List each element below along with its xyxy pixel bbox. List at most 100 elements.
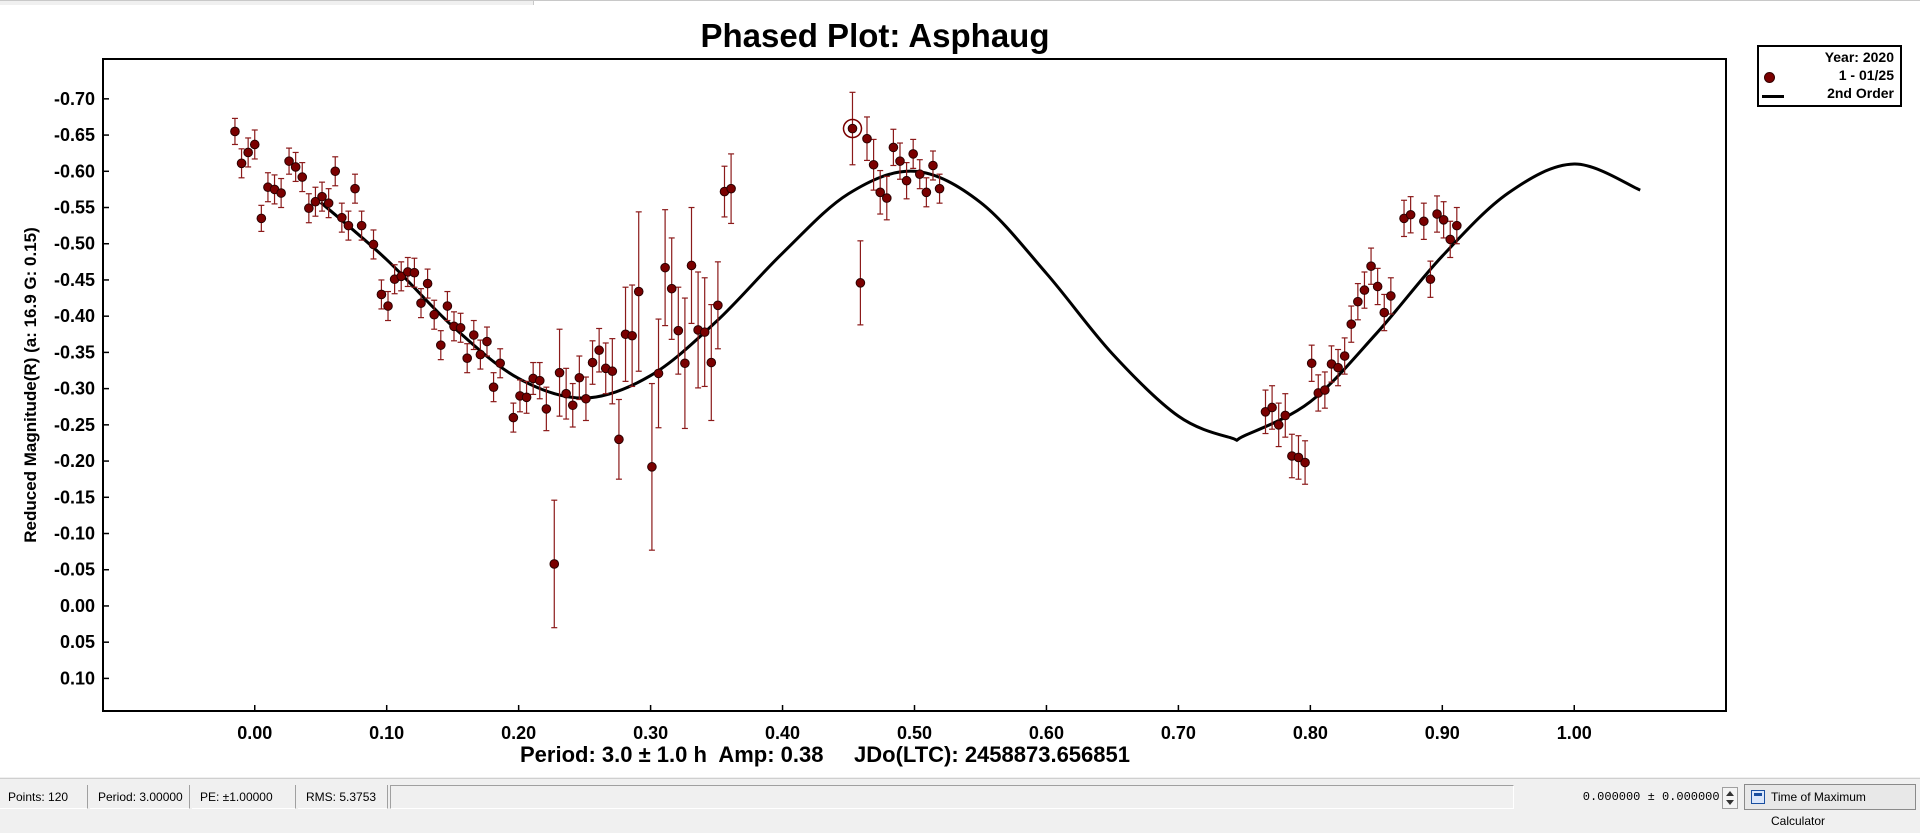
- data-point[interactable]: [337, 212, 347, 223]
- data-point[interactable]: [422, 278, 433, 289]
- data-point[interactable]: [310, 196, 321, 207]
- data-point[interactable]: [462, 353, 472, 363]
- data-point[interactable]: [1372, 281, 1383, 292]
- data-point[interactable]: [482, 336, 492, 347]
- data-point[interactable]: [1339, 351, 1350, 361]
- data-point[interactable]: [868, 159, 879, 170]
- data-point[interactable]: [297, 172, 308, 182]
- data-point[interactable]: [521, 392, 532, 403]
- data-point[interactable]: [549, 559, 560, 569]
- data-point[interactable]: [488, 382, 499, 392]
- data-point[interactable]: [368, 239, 379, 250]
- data-point[interactable]: [508, 412, 519, 423]
- data-point[interactable]: [567, 400, 578, 411]
- data-point[interactable]: [581, 393, 591, 404]
- data-point[interactable]: [230, 126, 240, 137]
- data-point[interactable]: [429, 309, 439, 320]
- data-point[interactable]: [881, 193, 892, 203]
- data-point[interactable]: [256, 213, 267, 224]
- data-point[interactable]: [561, 388, 571, 399]
- data-point[interactable]: [673, 325, 684, 336]
- data-point[interactable]: [455, 322, 466, 333]
- data-point[interactable]: [323, 198, 334, 208]
- data-point[interactable]: [350, 183, 360, 194]
- data-point[interactable]: [647, 462, 657, 472]
- data-point[interactable]: [934, 183, 945, 194]
- data-point[interactable]: [614, 434, 624, 445]
- data-point[interactable]: [653, 368, 664, 379]
- data-point[interactable]: [1346, 319, 1357, 329]
- data-point[interactable]: [1438, 215, 1449, 225]
- data-point[interactable]: [847, 123, 858, 134]
- data-point[interactable]: [928, 160, 938, 171]
- data-point[interactable]: [574, 372, 585, 383]
- spin-down-icon[interactable]: [1726, 800, 1734, 805]
- data-point[interactable]: [554, 367, 565, 378]
- data-point[interactable]: [376, 289, 387, 300]
- data-point[interactable]: [1359, 285, 1370, 295]
- data-point[interactable]: [587, 357, 598, 368]
- data-point[interactable]: [1280, 410, 1291, 421]
- data-point[interactable]: [1293, 452, 1304, 463]
- data-point[interactable]: [633, 286, 644, 297]
- data-point[interactable]: [713, 300, 723, 311]
- data-point[interactable]: [1273, 420, 1284, 430]
- data-point[interactable]: [1260, 407, 1271, 417]
- data-point[interactable]: [284, 156, 294, 166]
- data-point[interactable]: [908, 149, 918, 159]
- data-point[interactable]: [356, 220, 367, 231]
- data-point[interactable]: [442, 301, 453, 311]
- data-point[interactable]: [1320, 385, 1330, 395]
- data-point[interactable]: [1432, 209, 1442, 219]
- data-point[interactable]: [1445, 234, 1456, 245]
- data-point[interactable]: [594, 345, 604, 356]
- data-point[interactable]: [1379, 307, 1390, 318]
- data-point[interactable]: [1333, 362, 1343, 373]
- data-point[interactable]: [680, 358, 690, 369]
- data-point[interactable]: [607, 366, 618, 377]
- data-point[interactable]: [435, 340, 446, 350]
- data-point[interactable]: [1366, 261, 1376, 271]
- data-point[interactable]: [236, 158, 247, 169]
- data-point[interactable]: [468, 330, 479, 340]
- data-point[interactable]: [330, 166, 341, 177]
- data-point[interactable]: [396, 271, 407, 282]
- data-point[interactable]: [317, 191, 327, 202]
- data-point[interactable]: [706, 357, 717, 368]
- data-point[interactable]: [1419, 216, 1429, 227]
- data-point[interactable]: [1386, 291, 1396, 301]
- data-point[interactable]: [699, 327, 710, 337]
- data-point[interactable]: [416, 298, 426, 308]
- data-point[interactable]: [495, 358, 505, 369]
- data-point[interactable]: [666, 283, 677, 294]
- data-point[interactable]: [901, 175, 912, 186]
- data-point[interactable]: [686, 260, 697, 271]
- data-point[interactable]: [409, 267, 420, 278]
- data-point[interactable]: [726, 183, 736, 194]
- data-point[interactable]: [1306, 358, 1317, 369]
- data-point[interactable]: [1300, 457, 1310, 468]
- data-point[interactable]: [276, 188, 286, 198]
- data-point[interactable]: [343, 220, 354, 231]
- data-point[interactable]: [914, 169, 925, 179]
- data-point[interactable]: [1405, 209, 1416, 220]
- data-point[interactable]: [541, 404, 552, 414]
- data-point[interactable]: [475, 349, 486, 360]
- spin-up-icon[interactable]: [1726, 791, 1734, 796]
- data-point[interactable]: [1452, 220, 1462, 231]
- data-point[interactable]: [243, 147, 253, 158]
- data-point[interactable]: [249, 139, 260, 150]
- data-point[interactable]: [921, 187, 932, 198]
- data-point[interactable]: [660, 262, 670, 273]
- data-point[interactable]: [895, 156, 905, 166]
- data-point[interactable]: [875, 187, 885, 198]
- time-of-maximum-calculator-button[interactable]: Time of Maximum Calculator: [1744, 784, 1916, 828]
- data-point[interactable]: [862, 133, 872, 144]
- data-point[interactable]: [888, 142, 899, 153]
- data-point[interactable]: [1267, 402, 1277, 413]
- data-point[interactable]: [383, 301, 393, 311]
- data-point[interactable]: [627, 330, 637, 341]
- data-point[interactable]: [290, 162, 301, 172]
- data-point[interactable]: [1353, 296, 1363, 307]
- data-point[interactable]: [1425, 274, 1436, 285]
